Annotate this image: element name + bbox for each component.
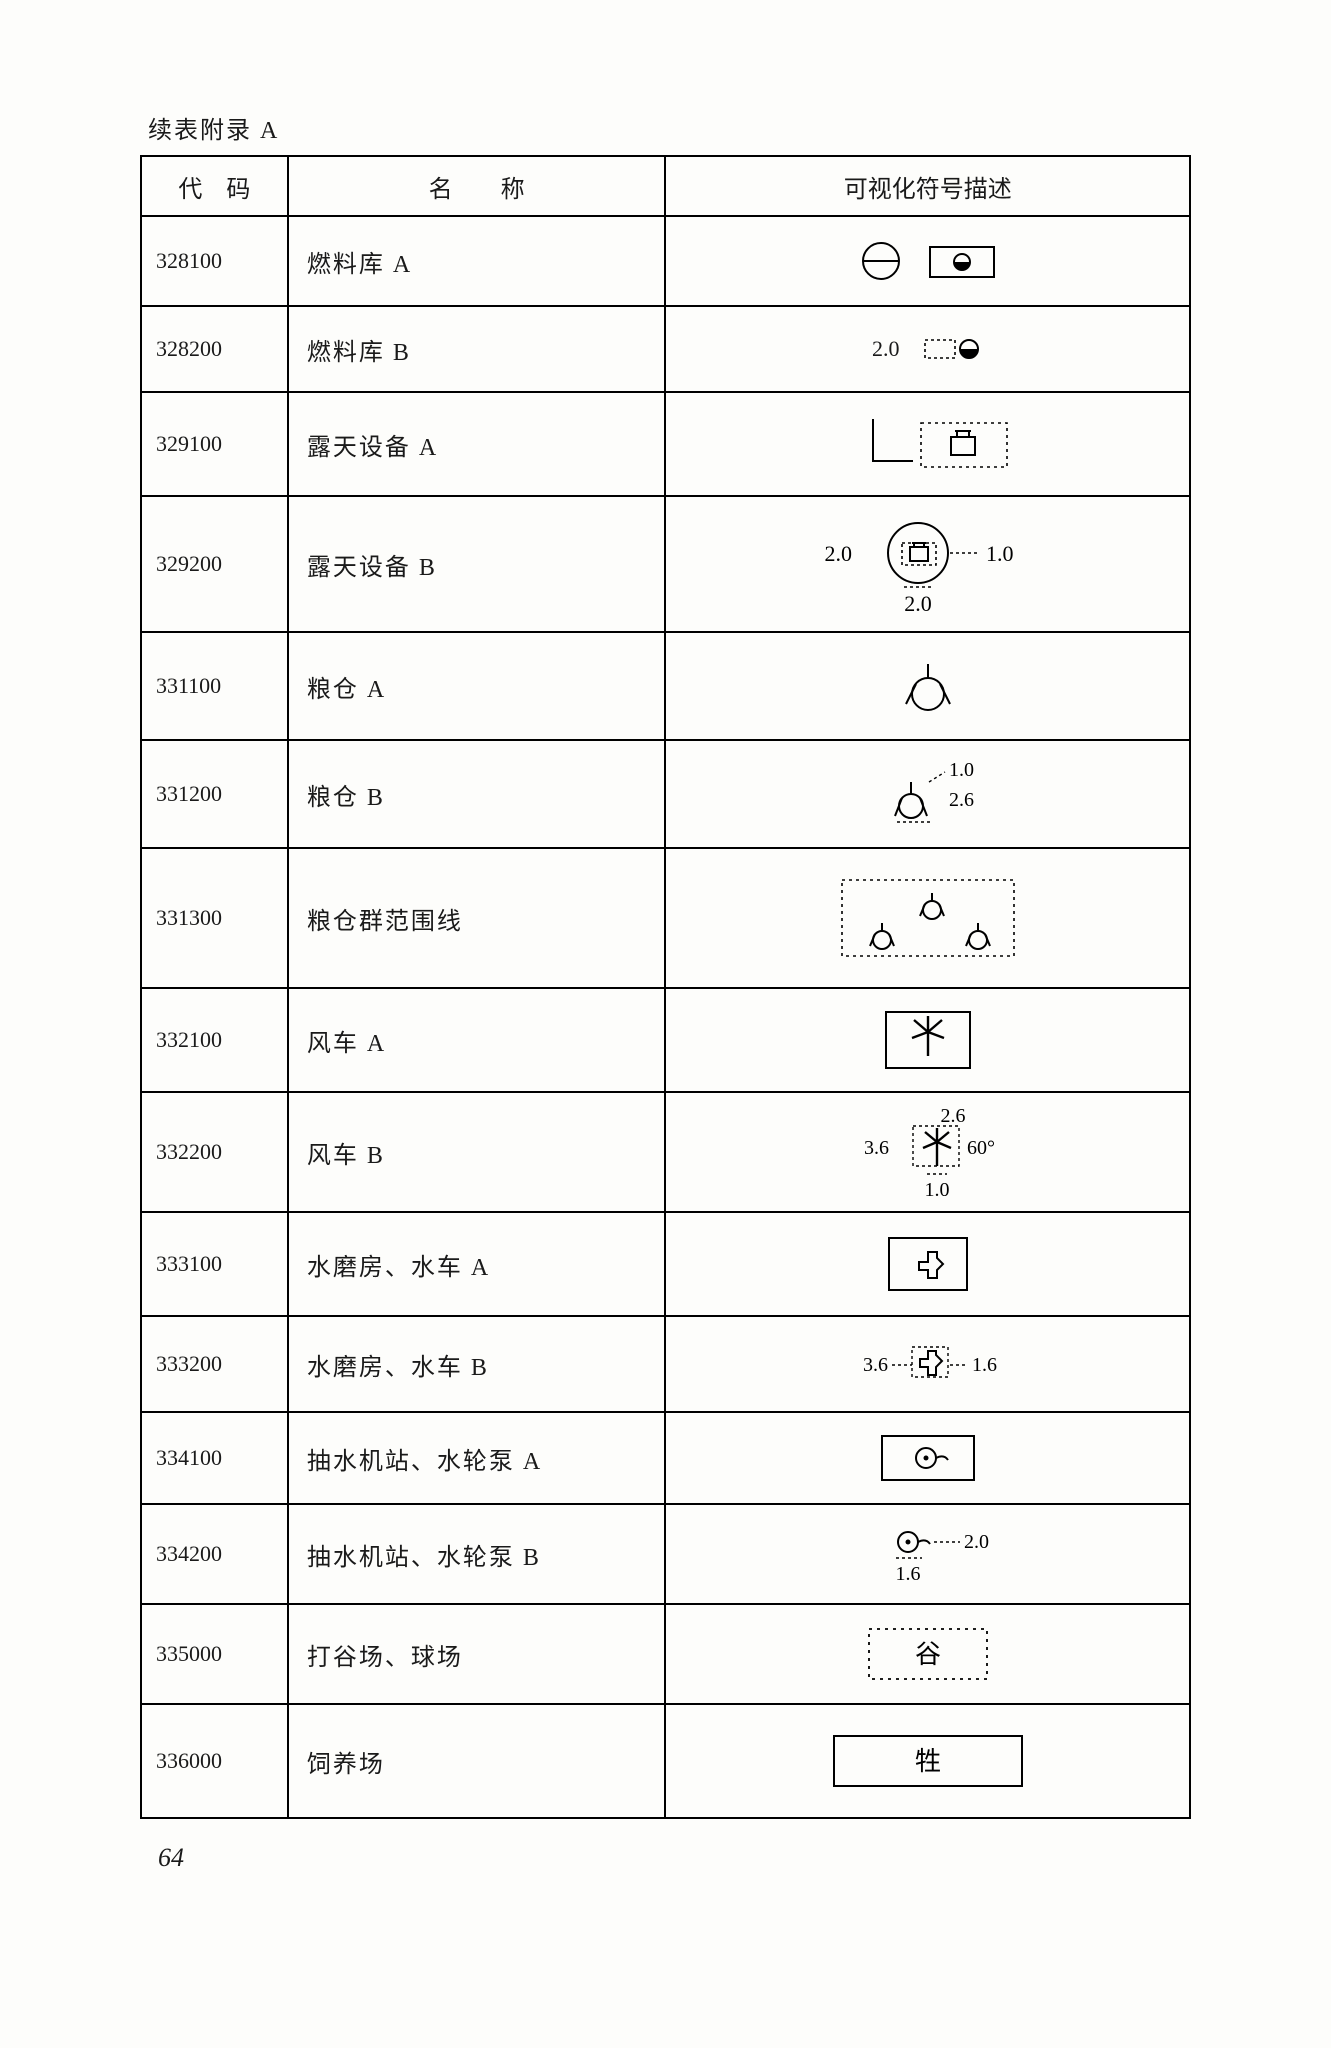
cell-name: 风车 A [288,988,666,1092]
dashed-box-char-icon: 谷 [863,1623,993,1685]
cell-name: 打谷场、球场 [288,1604,666,1704]
cell-code: 335000 [141,1604,288,1704]
cell-name: 粮仓群范围线 [288,848,666,988]
cell-name: 水磨房、水车 A [288,1212,666,1316]
granary-group-icon [828,868,1028,968]
svg-text:1.0: 1.0 [986,541,1014,566]
cell-code: 331300 [141,848,288,988]
table-row: 333100 水磨房、水车 A [141,1212,1190,1316]
svg-text:2.0: 2.0 [824,541,852,566]
table-row: 331200 粮仓 B 1.0 2.6 [141,740,1190,848]
cell-name: 燃料库 B [288,306,666,392]
cell-code: 332100 [141,988,288,1092]
cell-code: 333200 [141,1316,288,1412]
table-row: 328100 燃料库 A [141,216,1190,306]
cell-symbol: 1.0 2.6 [665,740,1190,848]
cell-name: 饲养场 [288,1704,666,1818]
cell-name: 燃料库 A [288,216,666,306]
svg-text:1.6: 1.6 [972,1354,997,1376]
symbol-table: 代 码 名 称 可视化符号描述 328100 燃料库 A [140,155,1191,1819]
table-caption: 续表附录 A [148,110,1191,145]
cell-name: 粮仓 B [288,740,666,848]
dashed-box-halfdot-icon [923,334,983,364]
cell-symbol [665,1212,1190,1316]
cell-symbol: 谷 [665,1604,1190,1704]
cell-code: 332200 [141,1092,288,1212]
svg-text:牲: 牲 [915,1747,941,1776]
granary-dim-icon: 1.0 2.6 [843,754,1013,834]
table-row: 331300 粮仓群范围线 [141,848,1190,988]
svg-text:3.6: 3.6 [863,1354,888,1376]
cell-code: 336000 [141,1704,288,1818]
cell-symbol: 2.0 [665,306,1190,392]
windmill-dim-icon: 2.6 3.6 60° 1.0 [813,1102,1043,1202]
granary-icon [898,656,958,716]
cell-symbol [665,1412,1190,1504]
table-row: 329100 露天设备 A [141,392,1190,496]
table-row: 332100 风车 A [141,988,1190,1092]
svg-text:2.0: 2.0 [904,591,932,616]
table-row: 331100 粮仓 A [141,632,1190,740]
cell-symbol [665,848,1190,988]
cell-symbol: 2.0 1.0 2.0 [665,496,1190,632]
cell-symbol: 3.6 1.6 [665,1316,1190,1412]
circle-split-icon [859,239,903,283]
header-symbol: 可视化符号描述 [665,156,1190,216]
cell-name: 露天设备 A [288,392,666,496]
watermill-dim-icon: 3.6 1.6 [818,1339,1038,1389]
table-row: 328200 燃料库 B 2.0 [141,306,1190,392]
cell-symbol [665,392,1190,496]
cell-symbol [665,632,1190,740]
svg-text:2.6: 2.6 [940,1105,965,1127]
table-row: 332200 风车 B 2.6 3.6 [141,1092,1190,1212]
cell-name: 水磨房、水车 B [288,1316,666,1412]
svg-text:1.6: 1.6 [895,1563,920,1585]
cell-code: 329200 [141,496,288,632]
cell-code: 334200 [141,1504,288,1604]
svg-text:谷: 谷 [915,1640,941,1669]
corner-dashed-icon [843,409,1013,479]
watermill-box-icon [885,1232,971,1296]
cell-symbol [665,216,1190,306]
cell-name: 露天设备 B [288,496,666,632]
svg-text:2.0: 2.0 [964,1531,989,1553]
svg-text:1.0: 1.0 [924,1179,949,1201]
dim-label: 2.0 [872,336,900,362]
page-number: 64 [158,1843,1191,1873]
cell-symbol [665,988,1190,1092]
cell-code: 331200 [141,740,288,848]
cell-symbol: 2.6 3.6 60° 1.0 [665,1092,1190,1212]
cell-code: 334100 [141,1412,288,1504]
svg-text:3.6: 3.6 [864,1137,889,1159]
circle-device-icon: 2.0 1.0 2.0 [808,509,1048,619]
cell-name: 粮仓 A [288,632,666,740]
pump-box-icon [878,1430,978,1486]
table-row: 334100 抽水机站、水轮泵 A [141,1412,1190,1504]
pump-dim-icon: 2.0 1.6 [828,1514,1028,1594]
cell-code: 328100 [141,216,288,306]
svg-text:60°: 60° [967,1137,995,1159]
svg-text:1.0: 1.0 [949,759,974,781]
header-code: 代 码 [141,156,288,216]
cell-symbol: 牲 [665,1704,1190,1818]
table-row: 335000 打谷场、球场 谷 [141,1604,1190,1704]
solid-box-char-icon: 牲 [828,1730,1028,1792]
table-row: 334200 抽水机站、水轮泵 B 2.0 1.6 [141,1504,1190,1604]
table-row: 329200 露天设备 B 2.0 [141,496,1190,632]
cell-code: 333100 [141,1212,288,1316]
cell-name: 抽水机站、水轮泵 B [288,1504,666,1604]
table-row: 336000 饲养场 牲 [141,1704,1190,1818]
cell-code: 328200 [141,306,288,392]
header-row: 代 码 名 称 可视化符号描述 [141,156,1190,216]
cell-name: 风车 B [288,1092,666,1212]
cell-symbol: 2.0 1.6 [665,1504,1190,1604]
svg-text:2.6: 2.6 [949,789,974,811]
box-dot-icon [927,239,997,283]
cell-code: 329100 [141,392,288,496]
windmill-box-icon [882,1008,974,1072]
cell-code: 331100 [141,632,288,740]
table-row: 333200 水磨房、水车 B 3.6 1.6 [141,1316,1190,1412]
cell-name: 抽水机站、水轮泵 A [288,1412,666,1504]
header-name: 名 称 [288,156,666,216]
